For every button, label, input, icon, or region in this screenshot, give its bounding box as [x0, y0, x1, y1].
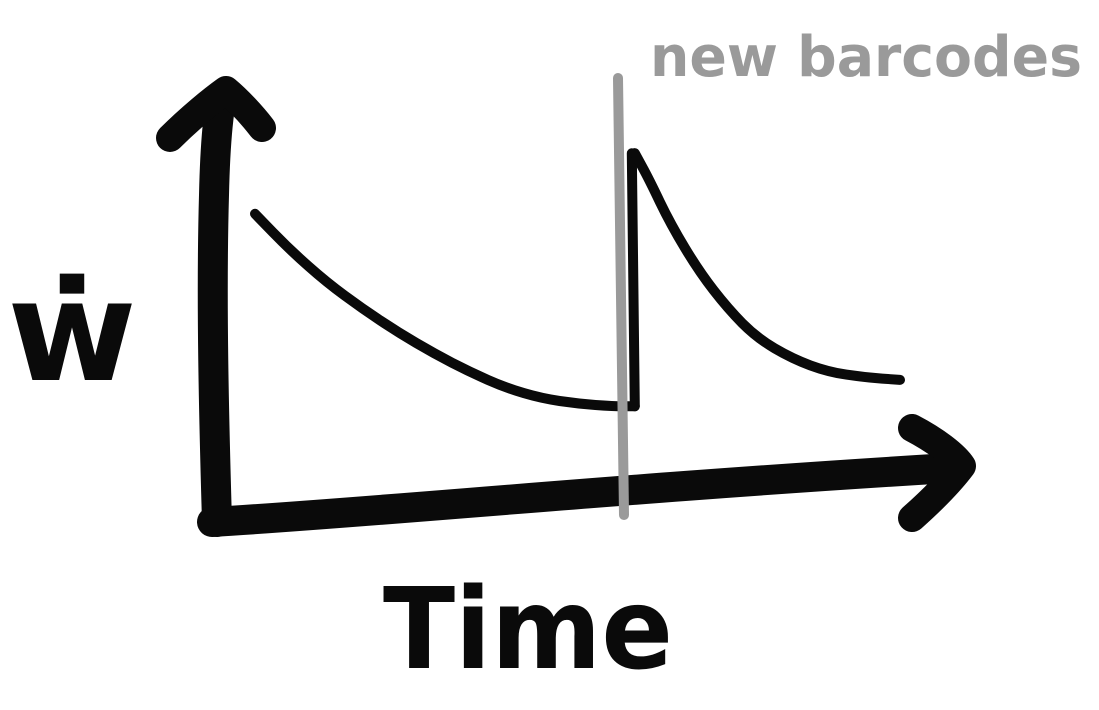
data-series — [250, 148, 905, 412]
y-axis-label: ẇ — [7, 251, 136, 414]
new-barcodes-marker-line — [613, 73, 629, 520]
series-2-curve — [629, 148, 905, 385]
x-axis — [197, 414, 976, 537]
y-axis-arrowhead — [156, 76, 276, 152]
series-jump-segment — [626, 148, 640, 412]
x-axis-label: Time — [383, 565, 673, 695]
annotation-new-barcodes: new barcodes — [650, 25, 1082, 90]
y-axis-line — [197, 80, 237, 537]
y-axis — [156, 76, 276, 537]
series-1-curve — [250, 208, 640, 412]
x-axis-arrowhead — [898, 414, 976, 532]
x-axis-line — [197, 453, 965, 537]
